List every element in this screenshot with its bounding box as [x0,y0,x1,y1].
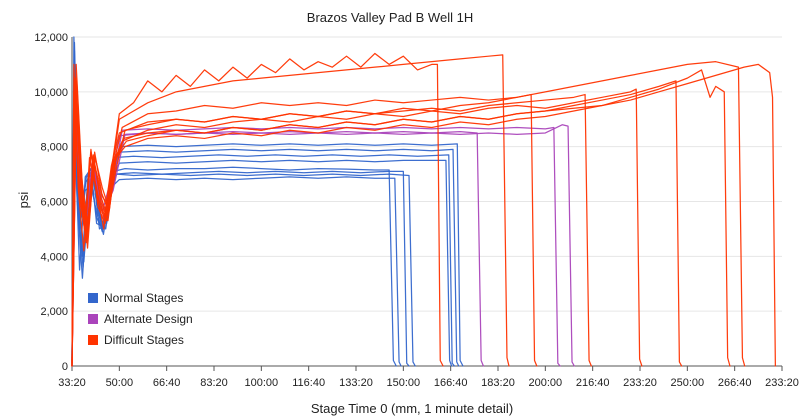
x-tick-label: 66:40 [153,377,181,389]
x-tick-label: 166:40 [434,377,468,389]
series-line-difficult-stages-19 [71,63,776,367]
x-tick-label: 33:20 [58,377,86,389]
series-line-alternate-design-9 [71,104,485,367]
legend-label-alternate-design: Alternate Design [104,312,193,326]
y-tick-label: 6,000 [40,197,68,209]
legend-label-normal-stages: Normal Stages [104,291,183,305]
legend-label-difficult-stages: Difficult Stages [104,333,184,347]
legend-swatch-difficult-stages [88,335,98,345]
x-tick-label: 83:20 [200,377,228,389]
x-axis-label: Stage Time 0 (mm, 1 minute detail) [311,401,513,416]
x-ticks: 33:20 50:00 66:40 83:20 100:00 116:40 133:20 15… [58,366,799,389]
y-tick-label: 0 [62,361,68,373]
x-tick-label: 116:40 [292,377,325,389]
legend: Normal Stages Alternate Design Difficult S… [88,291,193,347]
y-ticks: 0 2,000 4,000 6,000 8,000 10,000 12,000 [34,32,68,373]
series-line-difficult-stages-12 [71,52,444,367]
y-tick-label: 4,000 [40,251,68,263]
series-line-difficult-stages-18 [71,63,731,367]
series-group [71,36,776,367]
chart-title: Brazos Valley Pad B Well 1H [307,10,473,25]
x-tick-label: 233:20 [765,377,799,389]
x-tick-label: 100:00 [245,377,279,389]
x-tick-label: 150:00 [387,377,421,389]
x-tick-label: 200:00 [529,377,563,389]
x-tick-label: 50:00 [106,377,134,389]
series-line-normal-stages-1 [71,50,397,367]
x-tick-label: 216:40 [576,377,610,389]
legend-swatch-alternate-design [88,314,98,324]
legend-swatch-normal-stages [88,293,98,303]
grid-lines [72,36,782,367]
y-tick-label: 10,000 [34,87,68,99]
y-tick-label: 2,000 [40,306,68,318]
series-line-difficult-stages-20 [71,61,746,367]
x-tick-label: 266:40 [718,377,752,389]
x-tick-label: 183:20 [481,377,515,389]
y-tick-label: 12,000 [34,32,68,44]
x-tick-label: 250:00 [671,377,705,389]
series-line-alternate-design-11 [71,118,575,367]
series-line-alternate-design-10 [71,124,561,367]
x-tick-label: 233:20 [623,377,657,389]
x-tick-label: 133:20 [339,377,373,389]
y-axis-label: psi [16,192,31,209]
y-tick-label: 8,000 [40,142,68,154]
